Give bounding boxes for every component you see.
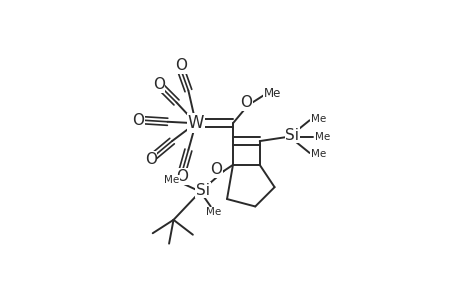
- Text: Me: Me: [163, 175, 179, 185]
- Text: O: O: [176, 169, 188, 184]
- Text: Me: Me: [310, 114, 325, 124]
- Text: O: O: [132, 113, 144, 128]
- Text: Si: Si: [196, 183, 210, 198]
- Text: O: O: [210, 162, 222, 177]
- Text: O: O: [240, 95, 252, 110]
- Text: O: O: [152, 77, 164, 92]
- Text: O: O: [144, 152, 157, 167]
- Text: Me: Me: [206, 207, 221, 218]
- Text: Me: Me: [314, 132, 329, 142]
- Text: O: O: [174, 58, 186, 73]
- Text: Me: Me: [310, 149, 325, 160]
- Text: Me: Me: [263, 87, 280, 100]
- Text: Si: Si: [285, 128, 299, 142]
- Text: W: W: [187, 114, 204, 132]
